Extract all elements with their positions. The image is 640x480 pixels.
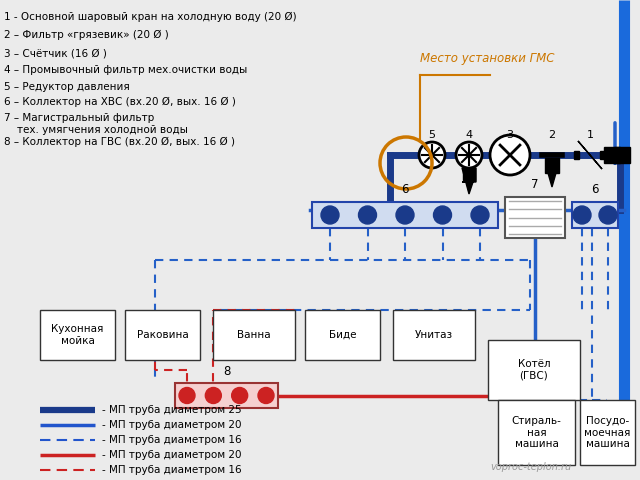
Text: Раковина: Раковина	[136, 330, 188, 340]
Bar	[574, 151, 579, 159]
Text: 3 – Счётчик (16 Ø ): 3 – Счётчик (16 Ø )	[4, 48, 107, 58]
Circle shape	[358, 206, 376, 224]
Bar	[305, 310, 380, 360]
Text: 3: 3	[506, 130, 513, 140]
Text: 4: 4	[465, 130, 472, 140]
Bar	[175, 383, 278, 408]
Circle shape	[599, 206, 617, 224]
Text: 8 – Коллектор на ГВС (вх.20 Ø, вых. 16 Ø ): 8 – Коллектор на ГВС (вх.20 Ø, вых. 16 Ø…	[4, 137, 235, 147]
Bar	[572, 202, 618, 228]
Polygon shape	[578, 141, 602, 169]
Circle shape	[179, 387, 195, 404]
Text: voproc-teplon.ru: voproc-teplon.ru	[490, 462, 571, 472]
Bar	[580, 400, 635, 465]
Text: Кухонная
мойка: Кухонная мойка	[51, 324, 104, 346]
Text: 2 – Фильтр «грязевик» (20 Ø ): 2 – Фильтр «грязевик» (20 Ø )	[4, 30, 169, 40]
Polygon shape	[466, 180, 472, 192]
Text: 4 – Промывочный фильтр мех.очистки воды: 4 – Промывочный фильтр мех.очистки воды	[4, 65, 247, 75]
Circle shape	[396, 206, 414, 224]
Circle shape	[433, 206, 451, 224]
Text: 1 - Основной шаровый кран на холодную воду (20 Ø): 1 - Основной шаровый кран на холодную во…	[4, 12, 296, 22]
Text: - МП труба диаметром 25: - МП труба диаметром 25	[102, 405, 242, 415]
Bar	[488, 340, 580, 400]
Bar	[600, 151, 605, 159]
Text: 6 – Коллектор на ХВС (вх.20 Ø, вых. 16 Ø ): 6 – Коллектор на ХВС (вх.20 Ø, вых. 16 Ø…	[4, 97, 236, 107]
Text: Ванна: Ванна	[237, 330, 271, 340]
Circle shape	[205, 387, 221, 404]
Polygon shape	[463, 168, 475, 180]
Text: - МП труба диаметром 16: - МП труба диаметром 16	[102, 435, 242, 445]
Text: 2: 2	[548, 130, 556, 140]
Text: 6: 6	[401, 183, 409, 196]
Text: - МП труба диаметром 20: - МП труба диаметром 20	[102, 420, 241, 430]
Text: Унитаз: Унитаз	[415, 330, 453, 340]
Bar	[312, 202, 498, 228]
Bar	[614, 147, 630, 163]
Text: 7 – Магистральный фильтр
    тех. умягчения холодной воды: 7 – Магистральный фильтр тех. умягчения …	[4, 113, 188, 134]
Bar	[125, 310, 200, 360]
Text: 5: 5	[429, 130, 435, 140]
Bar	[505, 197, 565, 238]
Text: Посудо-
моечная
машина: Посудо- моечная машина	[584, 416, 630, 449]
Circle shape	[321, 206, 339, 224]
Text: Биде: Биде	[329, 330, 356, 340]
Text: Место установки ГМС: Место установки ГМС	[420, 52, 554, 65]
Circle shape	[232, 387, 248, 404]
Text: 8: 8	[223, 365, 230, 378]
Circle shape	[456, 142, 482, 168]
Circle shape	[490, 135, 530, 175]
Text: - МП труба диаметром 16: - МП труба диаметром 16	[102, 465, 242, 475]
Text: 6: 6	[591, 183, 599, 196]
Bar	[393, 310, 475, 360]
Text: Котёл
(ГВС): Котёл (ГВС)	[518, 359, 550, 381]
Circle shape	[258, 387, 274, 404]
Circle shape	[573, 206, 591, 224]
Text: Стираль-
ная
машина: Стираль- ная машина	[511, 416, 561, 449]
Bar	[40, 310, 115, 360]
Bar	[604, 147, 620, 163]
Polygon shape	[545, 158, 559, 173]
Text: - МП труба диаметром 20: - МП труба диаметром 20	[102, 450, 241, 460]
Circle shape	[471, 206, 489, 224]
Circle shape	[419, 142, 445, 168]
Polygon shape	[462, 168, 476, 194]
Text: 1: 1	[586, 130, 593, 140]
Text: 7: 7	[531, 178, 539, 191]
Bar	[213, 310, 295, 360]
Text: 5 – Редуктор давления: 5 – Редуктор давления	[4, 82, 130, 92]
Bar	[498, 400, 575, 465]
Polygon shape	[548, 173, 556, 187]
